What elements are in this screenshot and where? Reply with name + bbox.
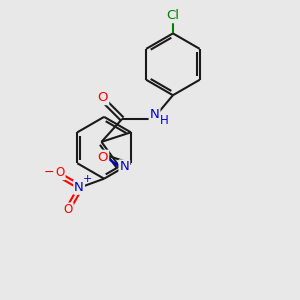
Text: O: O	[63, 203, 73, 216]
Text: N: N	[119, 160, 129, 173]
Text: O: O	[98, 151, 108, 164]
Text: O: O	[55, 166, 64, 179]
Text: −: −	[44, 166, 54, 179]
Text: H: H	[160, 114, 169, 127]
Text: O: O	[98, 91, 108, 104]
Text: +: +	[83, 174, 93, 184]
Text: Cl: Cl	[167, 9, 179, 22]
Text: N: N	[74, 181, 84, 194]
Text: N: N	[150, 108, 159, 121]
